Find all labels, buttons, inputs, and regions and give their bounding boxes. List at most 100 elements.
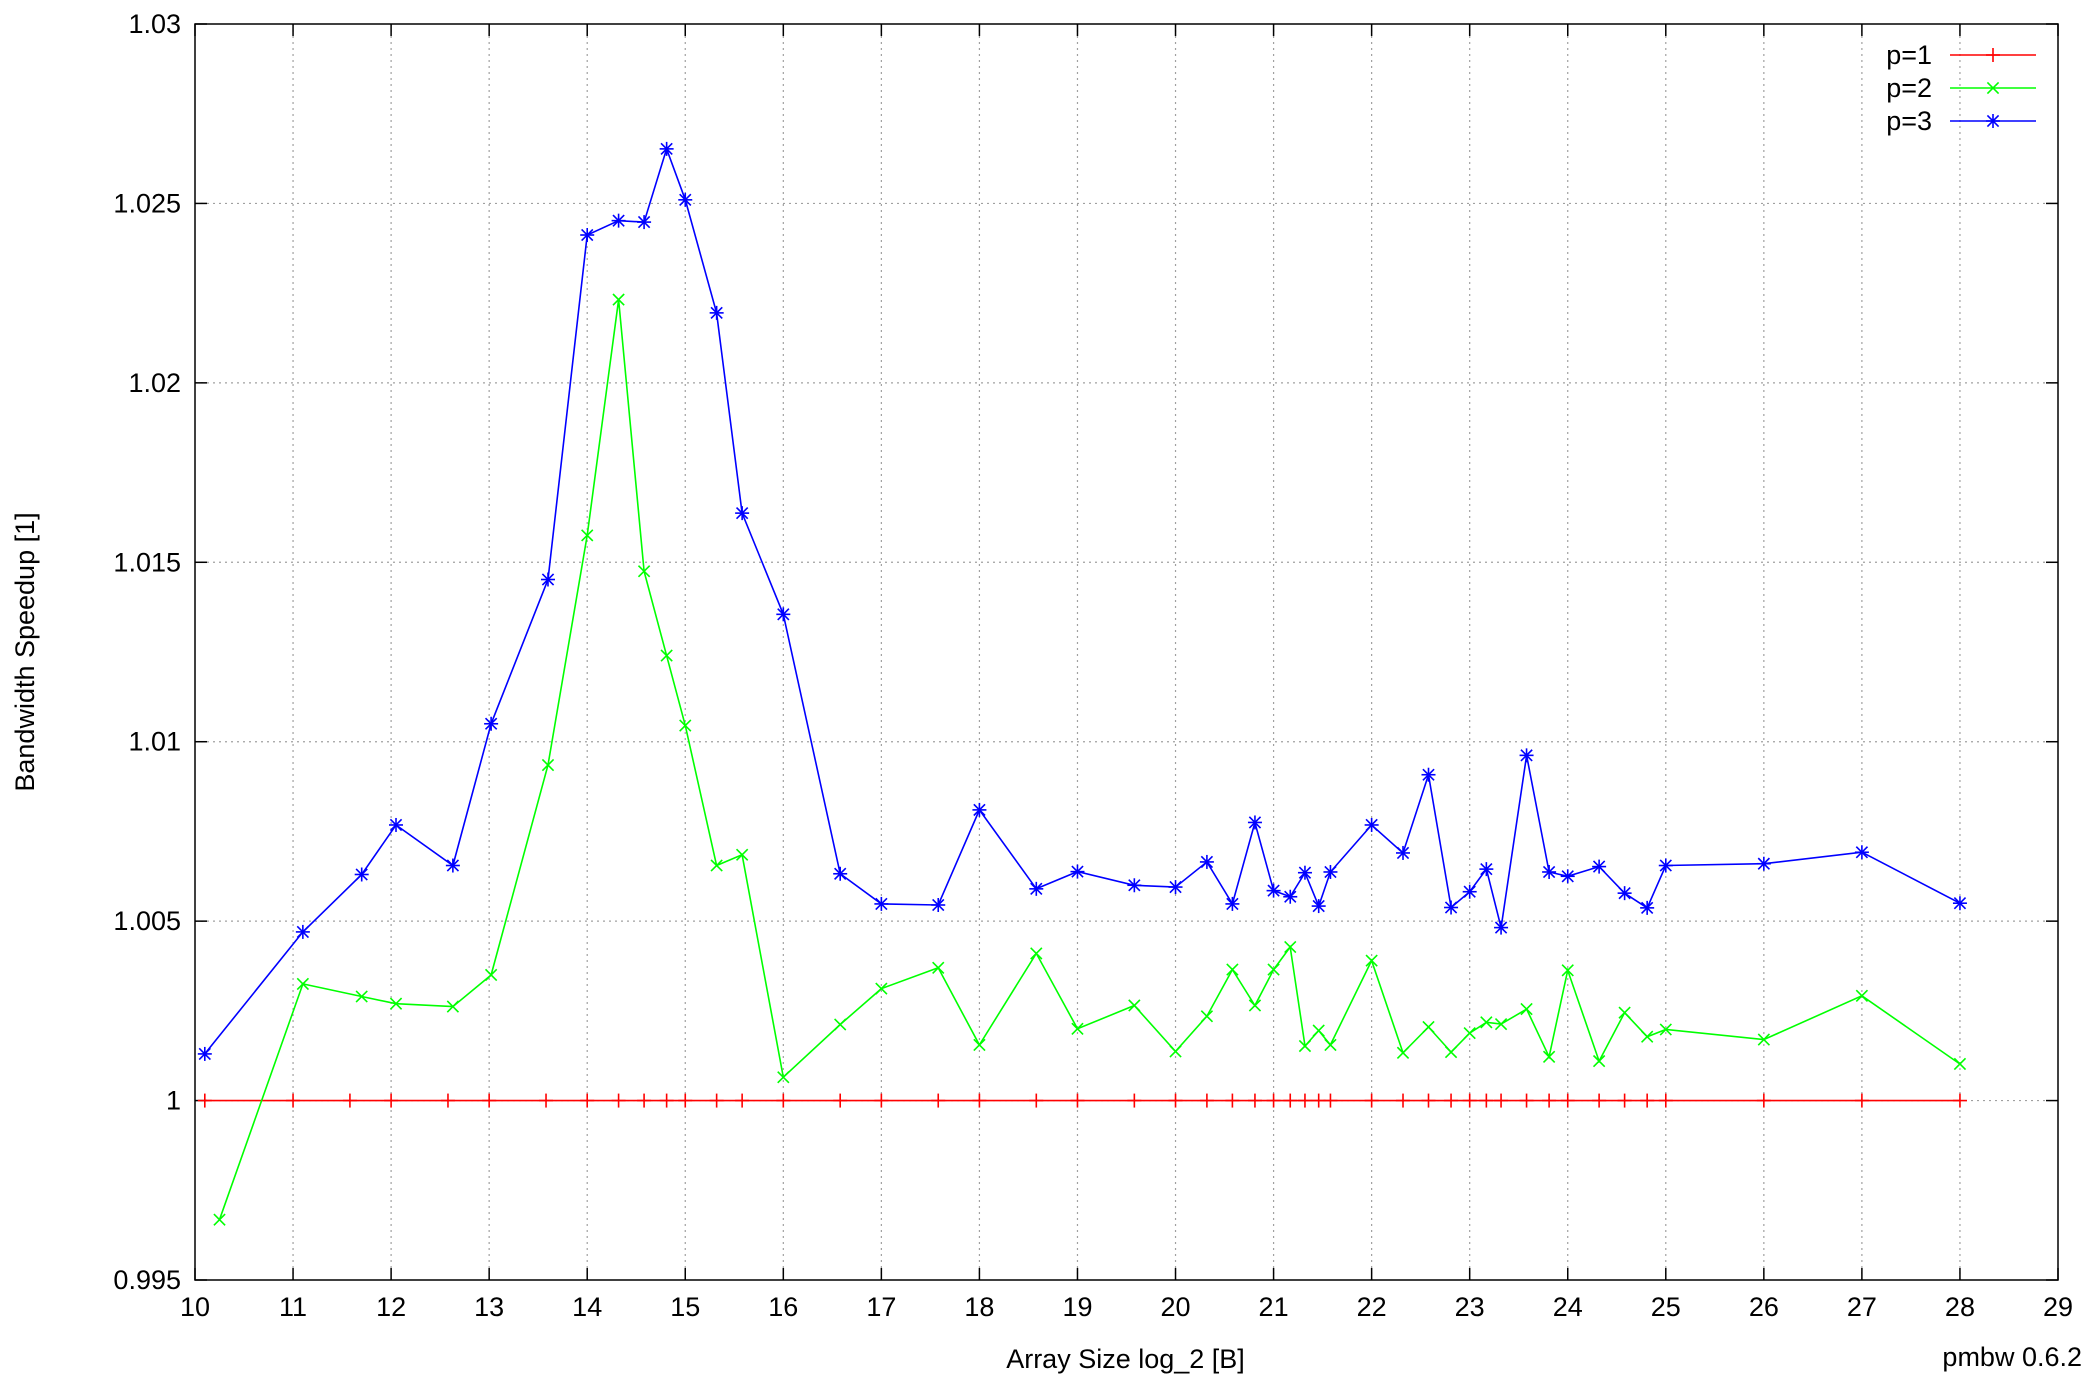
- data-point-marker: [197, 1093, 212, 1108]
- data-point-marker: [932, 961, 945, 974]
- data-point-marker: [1560, 1093, 1575, 1108]
- data-point-marker: [1421, 767, 1436, 782]
- legend-label: p=1: [1886, 40, 1932, 70]
- data-point-marker: [1479, 862, 1494, 877]
- data-point-marker: [1226, 963, 1239, 976]
- data-point-marker: [1169, 1045, 1182, 1058]
- data-point-marker: [735, 848, 749, 861]
- data-point-marker: [1421, 1093, 1436, 1108]
- y-axis-label: Bandwidth Speedup [1]: [10, 512, 40, 791]
- data-point-marker: [834, 1018, 847, 1031]
- y-tick-label: 1.02: [128, 368, 181, 398]
- data-point-marker: [1854, 1093, 1869, 1108]
- version-footer: pmbw 0.6.2: [1942, 1342, 2082, 1372]
- series-p=2: [213, 293, 1967, 1226]
- data-point-marker: [1542, 1093, 1557, 1108]
- data-point-marker: [1364, 1093, 1379, 1108]
- data-point-marker: [445, 858, 460, 873]
- x-tick-label: 22: [1357, 1292, 1387, 1322]
- series-line: [204, 146, 1961, 1055]
- data-point-marker: [659, 141, 674, 156]
- data-point-marker: [1283, 889, 1298, 904]
- data-point-marker: [1520, 1002, 1533, 1016]
- data-point-marker: [1986, 81, 2000, 95]
- data-point-marker: [1284, 940, 1297, 954]
- legend-label: p=3: [1886, 106, 1932, 136]
- data-point-marker: [1986, 114, 2000, 128]
- data-point-marker: [833, 866, 848, 881]
- data-point-marker: [776, 1093, 791, 1108]
- data-point-marker: [1029, 1093, 1044, 1108]
- data-point-marker: [1494, 920, 1509, 935]
- data-point-marker: [1365, 954, 1378, 967]
- data-point-marker: [679, 719, 692, 732]
- series-layer: [197, 141, 1967, 1226]
- data-point-marker: [875, 982, 888, 995]
- y-tick-label: 1.025: [113, 188, 181, 218]
- data-point-marker: [1494, 1017, 1508, 1031]
- x-tick-label: 27: [1847, 1292, 1877, 1322]
- data-point-marker: [1422, 1020, 1435, 1034]
- data-point-marker: [484, 716, 499, 731]
- data-point-marker: [1030, 947, 1043, 960]
- x-tick-label: 17: [866, 1292, 896, 1322]
- data-point-marker: [1311, 1093, 1326, 1108]
- y-tick-label: 1: [166, 1086, 181, 1116]
- data-point-marker: [296, 977, 310, 991]
- data-point-marker: [1854, 845, 1869, 860]
- x-tick-label: 26: [1749, 1292, 1779, 1322]
- data-point-marker: [541, 758, 555, 772]
- data-point-marker: [1127, 878, 1142, 893]
- data-point-marker: [833, 1093, 848, 1108]
- data-point-marker: [1248, 999, 1262, 1012]
- data-point-marker: [1519, 1093, 1534, 1108]
- x-tick-label: 23: [1455, 1292, 1485, 1322]
- legend-label: p=2: [1886, 73, 1932, 103]
- data-point-marker: [1199, 854, 1214, 869]
- data-point-marker: [1519, 748, 1534, 763]
- data-point-marker: [1463, 1026, 1476, 1040]
- data-point-marker: [709, 305, 724, 320]
- y-tick-label: 1.03: [128, 9, 181, 39]
- data-point-marker: [931, 1093, 946, 1108]
- data-point-marker: [1247, 815, 1262, 830]
- data-point-marker: [1855, 989, 1869, 1002]
- data-point-marker: [1592, 859, 1607, 874]
- data-point-marker: [931, 897, 946, 912]
- data-point-marker: [1592, 1054, 1606, 1068]
- data-point-marker: [446, 1000, 460, 1013]
- data-point-marker: [389, 997, 403, 1010]
- x-tick-label: 16: [768, 1292, 798, 1322]
- y-tick-label: 1.005: [113, 906, 181, 936]
- data-point-marker: [1298, 1039, 1312, 1053]
- data-point-marker: [1225, 896, 1240, 911]
- x-tick-label: 14: [572, 1292, 602, 1322]
- data-point-marker: [1561, 964, 1574, 977]
- data-point-marker: [1542, 1050, 1556, 1063]
- data-point-marker: [874, 1093, 889, 1108]
- data-point-marker: [1757, 1033, 1771, 1046]
- data-point-marker: [1364, 817, 1379, 832]
- data-point-marker: [1494, 1093, 1509, 1108]
- data-point-marker: [637, 1093, 652, 1108]
- data-point-marker: [1323, 1093, 1338, 1108]
- data-point-marker: [1070, 1093, 1085, 1108]
- legend-item: p=3: [1886, 106, 2036, 136]
- data-point-marker: [972, 802, 987, 817]
- data-point-marker: [1247, 1093, 1262, 1108]
- data-point-marker: [286, 1093, 301, 1108]
- data-point-marker: [611, 213, 626, 228]
- data-point-marker: [1617, 886, 1632, 901]
- legend-item: p=1: [1886, 40, 2036, 70]
- axis-ticks: 10 11 12 13 14 15 16 17 18 19 20 21 22 23 24 25 26 27 28 29…: [113, 9, 2073, 1322]
- data-point-marker: [389, 817, 404, 832]
- data-point-marker: [484, 968, 498, 982]
- data-point-marker: [735, 1093, 750, 1108]
- data-point-marker: [777, 1071, 790, 1084]
- data-point-marker: [1444, 900, 1459, 915]
- data-point-marker: [1323, 864, 1338, 879]
- data-point-marker: [1756, 856, 1771, 871]
- data-point-marker: [1658, 1093, 1673, 1108]
- data-point-marker: [1618, 1006, 1631, 1019]
